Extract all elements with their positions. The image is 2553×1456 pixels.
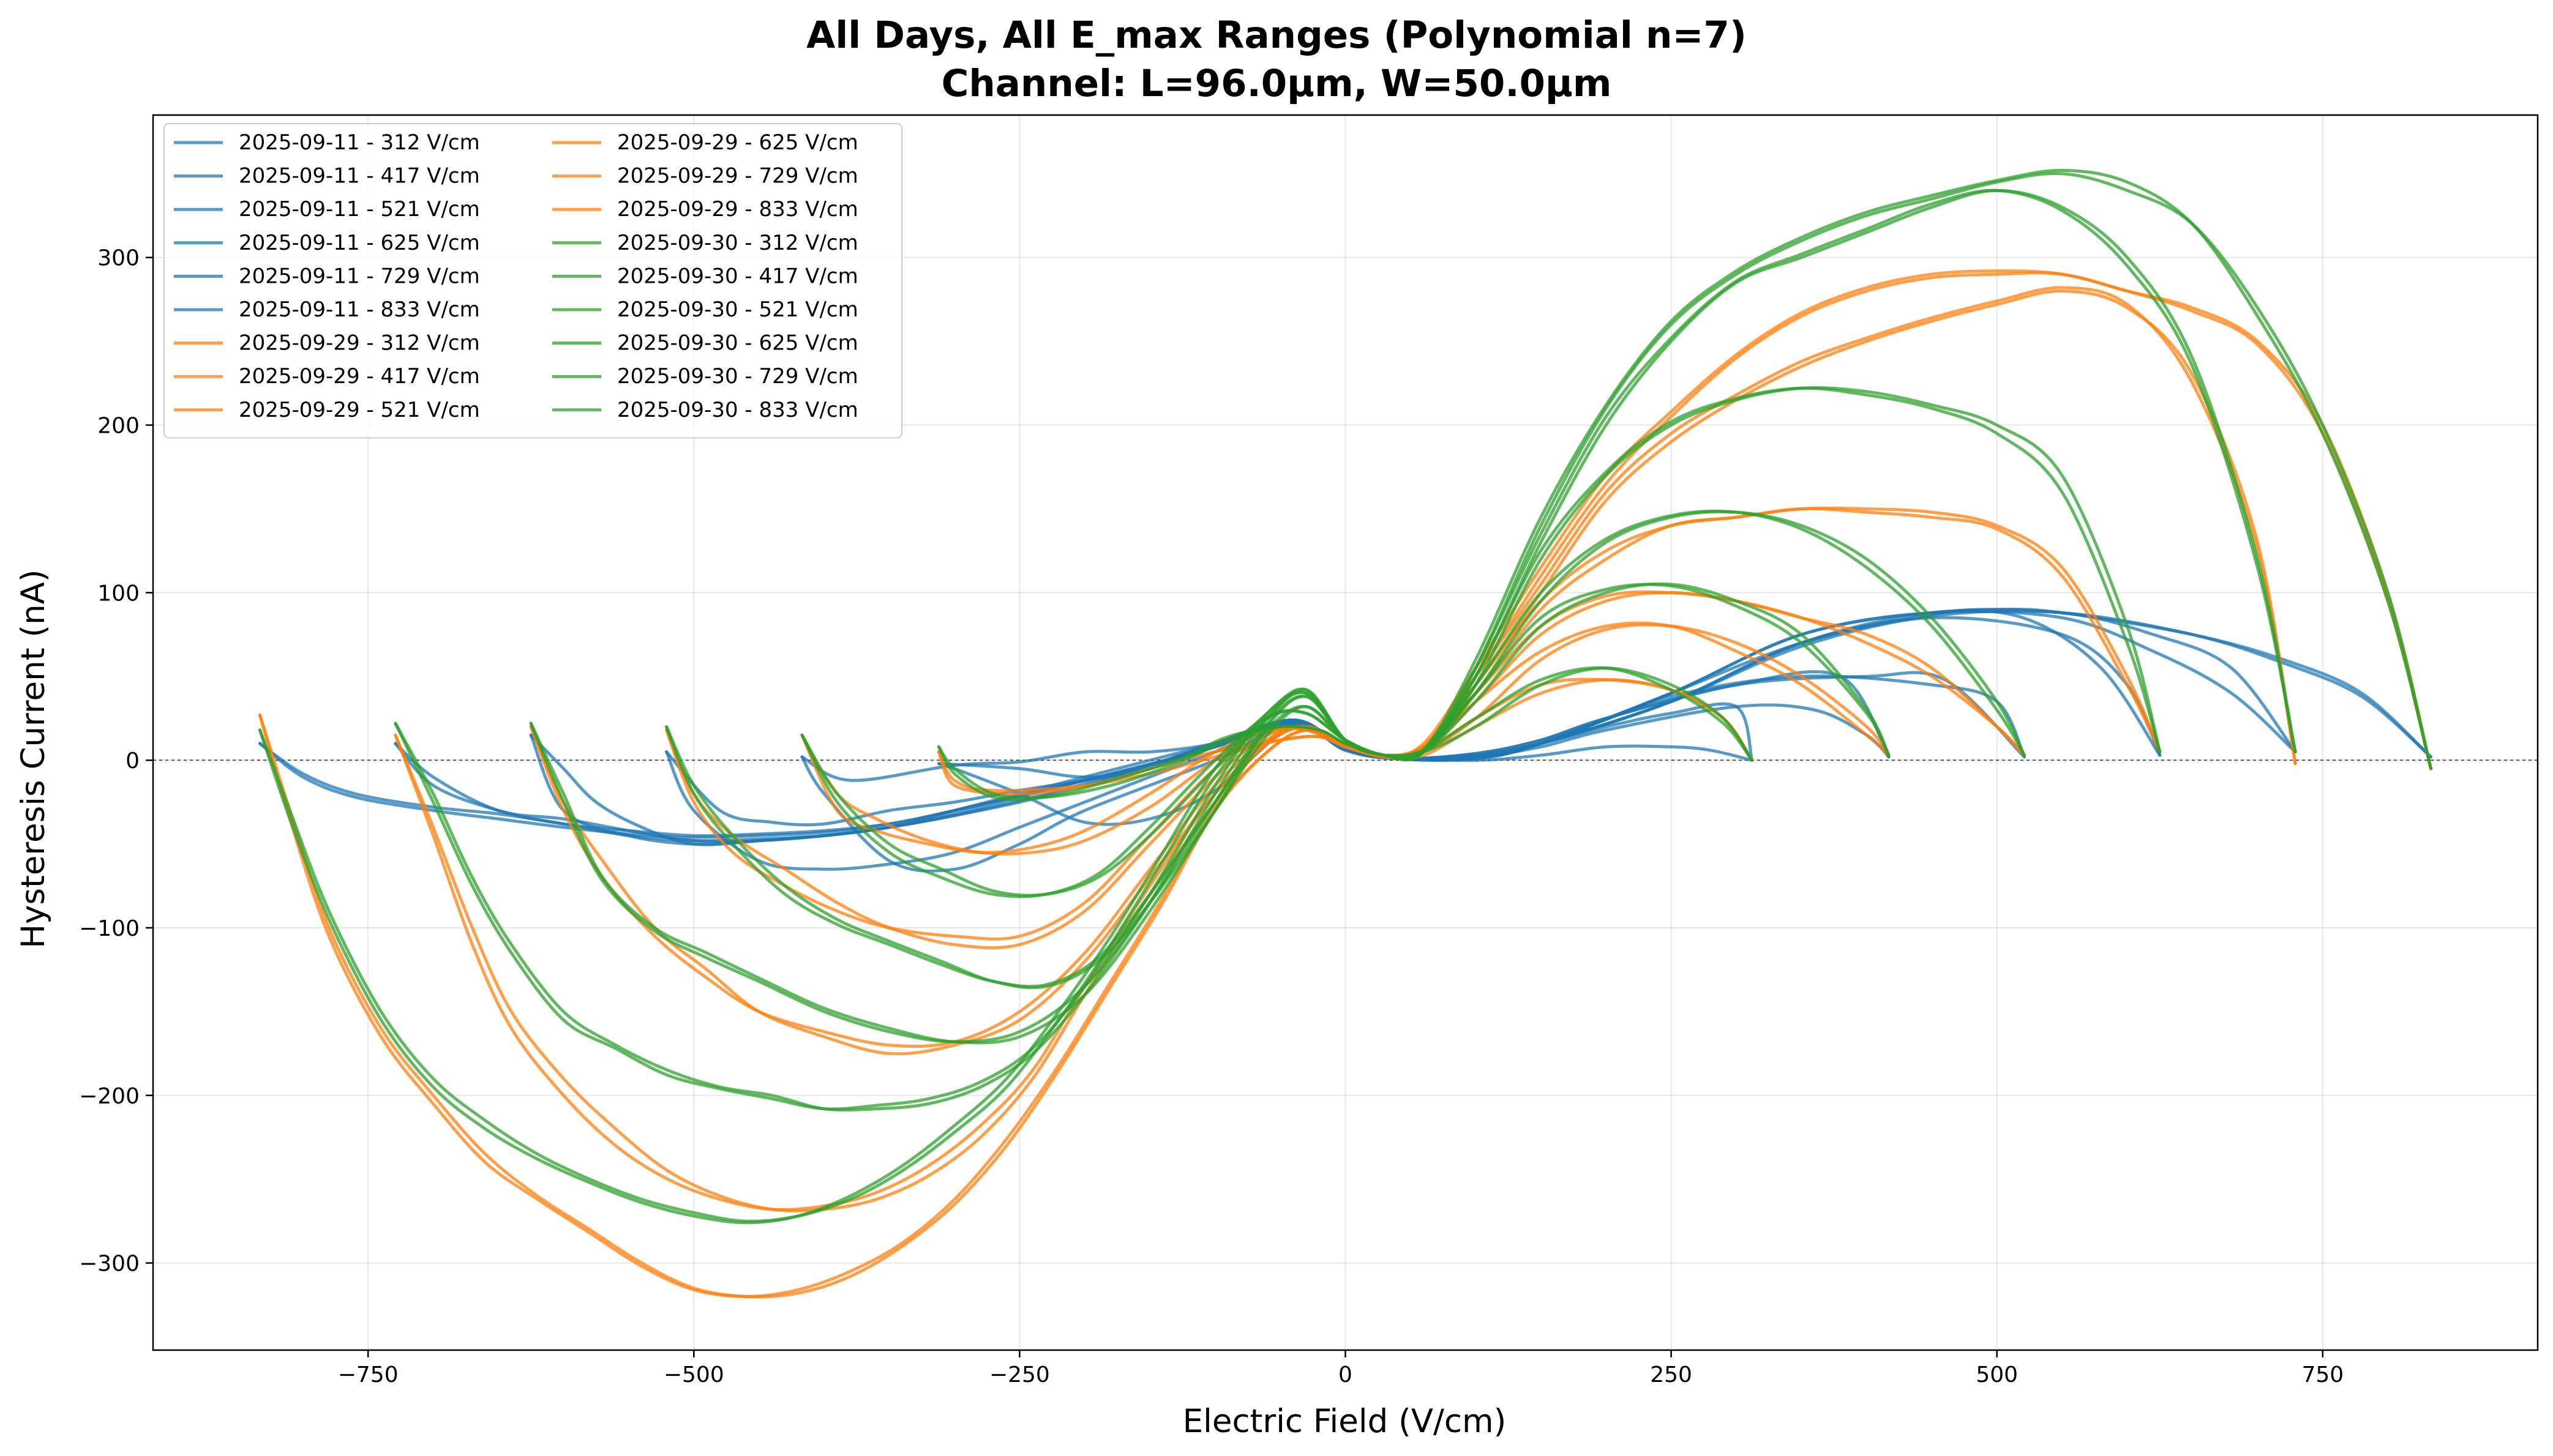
legend-item: 2025-09-11 - 833 V/cm: [174, 297, 480, 322]
series-line-upper: [937, 666, 1754, 802]
axis-ticks: −750 −500 −250 0 250 500 750 −300 −200 −100 0 100 20…: [79, 246, 2344, 1387]
x-tick-label: 250: [1650, 1362, 1692, 1387]
series-lines: [258, 168, 2432, 1299]
legend-label: 2025-09-30 - 729 V/cm: [617, 364, 858, 389]
y-tick-label: 200: [97, 414, 140, 439]
y-tick-label: 100: [97, 581, 140, 606]
legend-label: 2025-09-30 - 312 V/cm: [617, 231, 858, 255]
series-line-upper: [258, 269, 2432, 1298]
legend-item: 2025-09-29 - 833 V/cm: [552, 197, 858, 222]
x-tick-label: 500: [1976, 1362, 2018, 1387]
series-2025-09-30-521: [665, 509, 2026, 990]
x-tick-label: −750: [338, 1362, 399, 1387]
legend-label: 2025-09-11 - 833 V/cm: [239, 297, 480, 322]
legend-item: 2025-09-29 - 729 V/cm: [552, 164, 858, 189]
legend-item: 2025-09-30 - 417 V/cm: [552, 264, 858, 288]
grid: [153, 115, 2538, 1350]
x-tick-label: −500: [664, 1362, 724, 1387]
legend-item: 2025-09-30 - 312 V/cm: [552, 231, 858, 255]
y-axis-label: Hysteresis Current (nA): [15, 569, 52, 948]
legend-label: 2025-09-11 - 521 V/cm: [239, 197, 480, 222]
legend-label: 2025-09-29 - 833 V/cm: [617, 197, 858, 222]
legend-box: [163, 123, 902, 439]
legend-label: 2025-09-29 - 312 V/cm: [239, 331, 480, 356]
y-tick-label: 0: [126, 749, 140, 774]
legend-label: 2025-09-30 - 833 V/cm: [617, 398, 858, 422]
legend-item: 2025-09-29 - 417 V/cm: [174, 364, 480, 389]
legend-label: 2025-09-11 - 625 V/cm: [239, 231, 480, 255]
legend: 2025-09-11 - 312 V/cm 2025-09-11 - 417 V/…: [163, 123, 902, 439]
y-tick-label: −200: [79, 1084, 140, 1109]
legend-item: 2025-09-11 - 312 V/cm: [174, 130, 480, 155]
x-tick-label: 0: [1338, 1362, 1352, 1387]
x-tick-label: 750: [2301, 1362, 2344, 1387]
x-tick-label: −250: [989, 1362, 1050, 1387]
series-2025-09-30-833: [258, 168, 2432, 1225]
legend-item: 2025-09-29 - 521 V/cm: [174, 398, 480, 422]
legend-item: 2025-09-30 - 833 V/cm: [552, 398, 858, 422]
chart-subtitle: Channel: L=96.0μm, W=50.0μm: [942, 62, 1612, 105]
legend-item: 2025-09-11 - 417 V/cm: [174, 164, 480, 189]
legend-label: 2025-09-29 - 417 V/cm: [239, 364, 480, 389]
legend-label: 2025-09-29 - 729 V/cm: [617, 164, 858, 189]
series-line-upper: [937, 678, 1754, 793]
legend-item: 2025-09-30 - 729 V/cm: [552, 364, 858, 389]
series-line-upper: [800, 621, 1891, 854]
legend-item: 2025-09-11 - 729 V/cm: [174, 264, 480, 288]
series-2025-09-29-417: [800, 621, 1891, 856]
y-tick-label: 300: [97, 246, 140, 271]
legend-label: 2025-09-30 - 417 V/cm: [617, 264, 858, 288]
legend-label: 2025-09-11 - 417 V/cm: [239, 164, 480, 189]
legend-item: 2025-09-11 - 625 V/cm: [174, 231, 480, 255]
y-tick-label: −300: [79, 1252, 140, 1277]
series-line-upper: [258, 168, 2432, 1225]
series-2025-09-29-833: [258, 269, 2432, 1299]
legend-item: 2025-09-30 - 625 V/cm: [552, 331, 858, 356]
legend-item: 2025-09-29 - 625 V/cm: [552, 130, 858, 155]
legend-item: 2025-09-11 - 521 V/cm: [174, 197, 480, 222]
legend-label: 2025-09-11 - 729 V/cm: [239, 264, 480, 288]
series-2025-09-29-312: [937, 678, 1754, 796]
series-2025-09-30-312: [937, 666, 1754, 802]
legend-label: 2025-09-11 - 312 V/cm: [239, 130, 480, 155]
y-tick-label: −100: [79, 916, 140, 941]
series-line-upper: [800, 583, 1891, 898]
legend-item: 2025-09-29 - 312 V/cm: [174, 331, 480, 356]
legend-label: 2025-09-29 - 521 V/cm: [239, 398, 480, 422]
chart-title: All Days, All E_max Ranges (Polynomial n…: [806, 13, 1747, 57]
legend-label: 2025-09-29 - 625 V/cm: [617, 130, 858, 155]
x-axis-label: Electric Field (V/cm): [1183, 1403, 1507, 1440]
legend-item: 2025-09-30 - 521 V/cm: [552, 297, 858, 322]
legend-label: 2025-09-30 - 625 V/cm: [617, 331, 858, 356]
series-line-upper: [665, 509, 2026, 988]
legend-label: 2025-09-30 - 521 V/cm: [617, 297, 858, 322]
